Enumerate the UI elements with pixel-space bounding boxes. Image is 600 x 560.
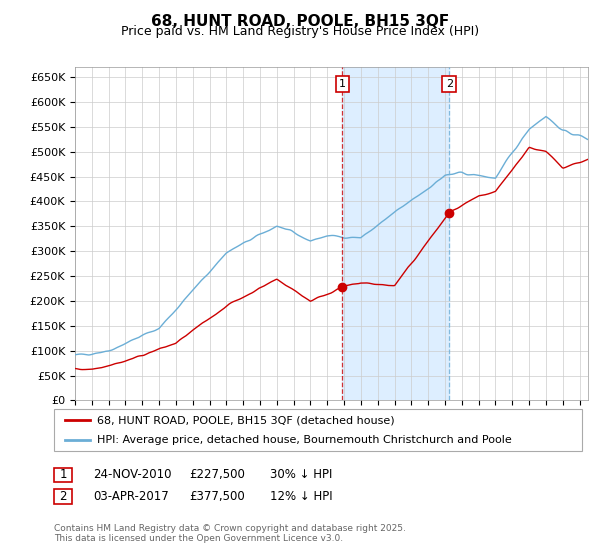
Text: 68, HUNT ROAD, POOLE, BH15 3QF (detached house): 68, HUNT ROAD, POOLE, BH15 3QF (detached… <box>97 415 395 425</box>
Text: 30% ↓ HPI: 30% ↓ HPI <box>270 468 332 482</box>
Text: HPI: Average price, detached house, Bournemouth Christchurch and Poole: HPI: Average price, detached house, Bour… <box>97 435 512 445</box>
Text: Price paid vs. HM Land Registry's House Price Index (HPI): Price paid vs. HM Land Registry's House … <box>121 25 479 38</box>
Text: 03-APR-2017: 03-APR-2017 <box>93 490 169 503</box>
Text: £377,500: £377,500 <box>189 490 245 503</box>
Text: 2: 2 <box>59 490 67 503</box>
Text: 68, HUNT ROAD, POOLE, BH15 3QF: 68, HUNT ROAD, POOLE, BH15 3QF <box>151 14 449 29</box>
Text: 12% ↓ HPI: 12% ↓ HPI <box>270 490 332 503</box>
Text: Contains HM Land Registry data © Crown copyright and database right 2025.
This d: Contains HM Land Registry data © Crown c… <box>54 524 406 543</box>
Text: 24-NOV-2010: 24-NOV-2010 <box>93 468 172 482</box>
Text: 1: 1 <box>339 79 346 89</box>
Text: £227,500: £227,500 <box>189 468 245 482</box>
Text: 2: 2 <box>446 79 453 89</box>
Bar <box>343 67 449 400</box>
Text: 1: 1 <box>59 468 67 482</box>
